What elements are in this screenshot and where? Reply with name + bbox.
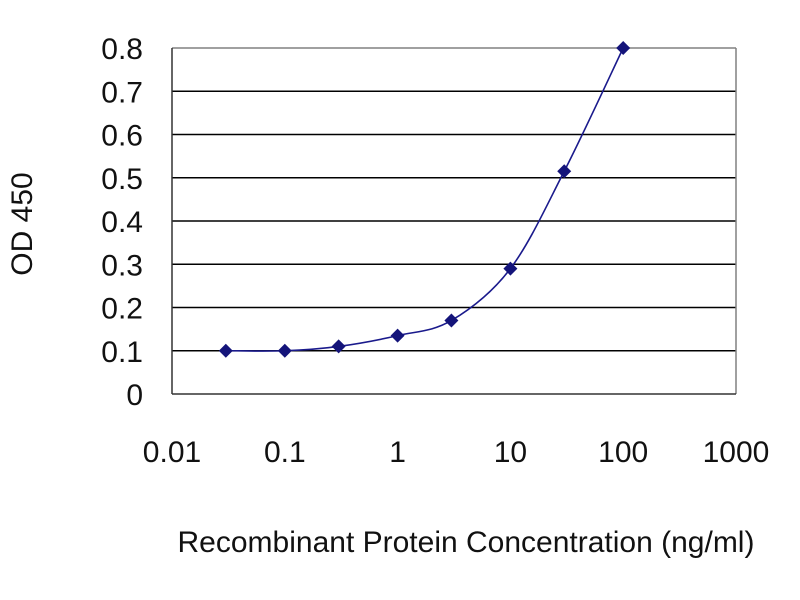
y-tick-label: 0.2 bbox=[101, 293, 143, 326]
x-axis-title: Recombinant Protein Concentration (ng/ml… bbox=[178, 526, 755, 559]
data-point-3 bbox=[390, 328, 405, 343]
data-point-1 bbox=[277, 343, 292, 358]
x-tick-label: 1000 bbox=[703, 436, 770, 469]
y-tick-labels: 0 0.1 0.2 0.3 0.4 0.5 0.6 0.7 0.8 bbox=[101, 33, 143, 412]
y-tick-label: 0.7 bbox=[101, 76, 143, 109]
y-tick-label: 0.8 bbox=[101, 33, 143, 66]
y-tick-label: 0.3 bbox=[101, 249, 143, 282]
y-tick-label: 0.6 bbox=[101, 120, 143, 153]
data-point-5 bbox=[503, 261, 518, 276]
y-tick-label: 0 bbox=[126, 379, 143, 412]
y-axis-title: OD 450 bbox=[6, 172, 39, 275]
data-point-6 bbox=[557, 164, 572, 179]
x-tick-label: 0.1 bbox=[264, 436, 306, 469]
data-point-2 bbox=[331, 339, 346, 354]
y-tick-label: 0.4 bbox=[101, 206, 143, 239]
x-tick-label: 100 bbox=[598, 436, 648, 469]
x-tick-labels: 0.01 0.1 1 10 100 1000 bbox=[143, 436, 770, 469]
data-point-4 bbox=[444, 313, 459, 328]
x-tick-label: 0.01 bbox=[143, 436, 201, 469]
data-point-0 bbox=[218, 343, 233, 358]
x-tick-label: 10 bbox=[494, 436, 527, 469]
y-tick-label: 0.5 bbox=[101, 163, 143, 196]
series-group bbox=[218, 41, 631, 358]
data-point-7 bbox=[616, 41, 631, 55]
y-tick-label: 0.1 bbox=[101, 336, 143, 369]
plot-frame bbox=[171, 47, 737, 395]
x-tick-label: 1 bbox=[389, 436, 406, 469]
